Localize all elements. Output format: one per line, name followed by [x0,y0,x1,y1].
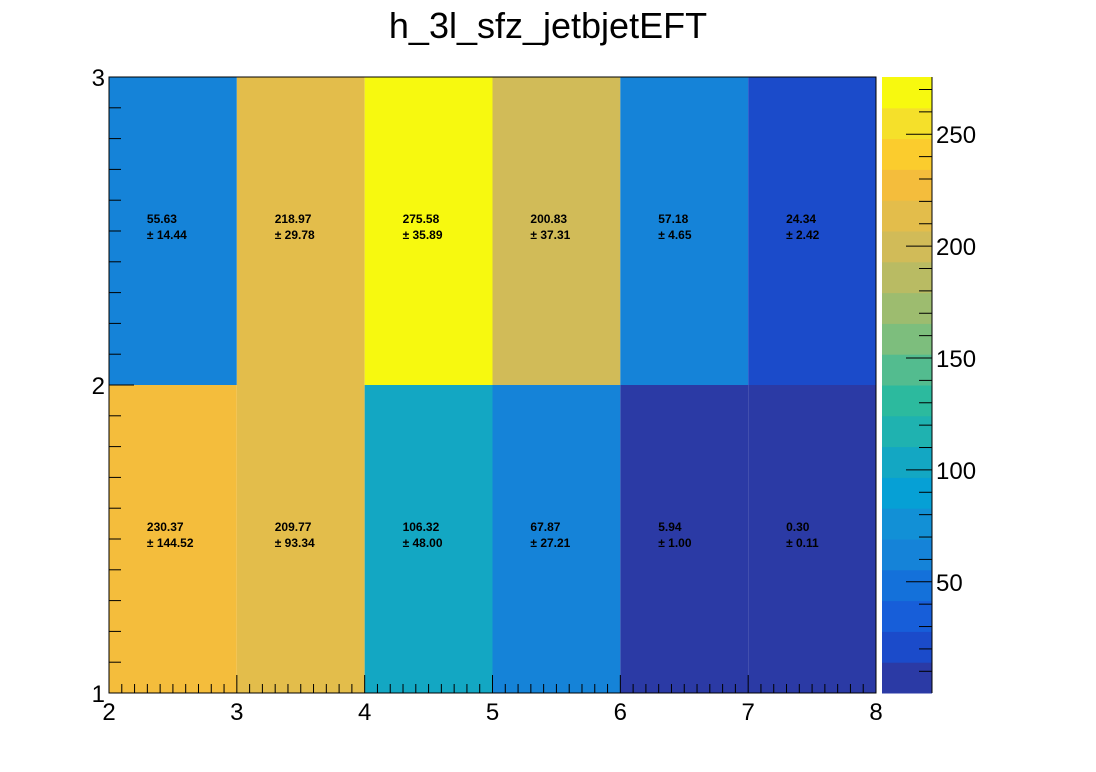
y-tick-label: 2 [92,373,105,400]
cell-value-label: 67.87 [530,520,560,534]
colorbar-band [882,292,932,324]
cell-error-label: ± 4.65 [658,228,692,242]
cell-error-label: ± 93.34 [275,536,315,550]
cell-error-label: ± 1.00 [658,536,692,550]
cell-value-label: 230.37 [147,520,184,534]
cell-value-label: 57.18 [658,212,688,226]
heatmap-cell [620,77,749,385]
colorbar-tick-label: 150 [936,346,976,373]
colorbar-band [882,385,932,417]
heatmap-cell [492,385,621,693]
colorbar-band [882,539,932,571]
colorbar-band [882,77,932,109]
colorbar-band [882,231,932,263]
cell-error-label: ± 2.42 [786,228,820,242]
cell-error-label: ± 144.52 [147,536,194,550]
colorbar-band [882,200,932,232]
cell-value-label: 24.34 [786,212,816,226]
cell-error-label: ± 0.11 [786,536,819,550]
colorbar-band [882,662,932,694]
cell-error-label: ± 29.78 [275,228,315,242]
x-tick-label: 3 [230,699,243,726]
cell-labels: 230.37 ± 144.52 209.77 ± 93.34 106.32 ± 48.00… [147,212,820,550]
cell-value-label: 0.30 [786,520,810,534]
colorbar-band [882,415,932,448]
heatmap-cell [364,385,493,693]
cell-value-label: 5.94 [658,520,682,534]
cell-value-label: 55.63 [147,212,177,226]
cell-error-label: ± 48.00 [403,536,443,550]
cell-value-label: 218.97 [275,212,312,226]
cell-value-label: 275.58 [403,212,440,226]
x-tick-label: 2 [102,699,115,726]
x-tick-label: 7 [741,699,754,726]
heatmap-cell [109,385,237,693]
colorbar-band [882,477,932,509]
y-tick-label: 1 [92,681,105,708]
chart-title: h_3l_sfz_jetbjetEFT [389,5,707,46]
colorbar-tick-label: 50 [936,570,963,597]
colorbar-band [882,631,932,663]
cell-value-label: 200.83 [530,212,567,226]
colorbar-band [882,261,932,294]
y-axis: 1 2 3 [92,65,134,708]
x-tick-label: 6 [614,699,627,726]
colorbar-band [882,446,932,478]
cell-error-label: ± 14.44 [147,228,187,242]
colorbar-tick-label: 200 [936,234,976,261]
heatmap-cell [748,77,876,385]
x-tick-label: 4 [358,699,371,726]
colorbar-band [882,138,932,170]
x-axis: 2 3 4 5 6 7 8 [102,675,883,726]
colorbar-band [882,508,932,540]
colorbar-band [882,169,932,201]
y-tick-label: 3 [92,65,105,92]
colorbar-band [882,600,932,632]
heatmap-cell [236,385,365,693]
colorbar-tick-label: 250 [936,122,976,149]
x-tick-label: 8 [869,699,882,726]
colorbar-tick-label: 100 [936,458,976,485]
heatmap-cell [364,77,493,385]
cell-error-label: ± 27.21 [530,536,570,550]
colorbar-band [882,323,932,355]
colorbar: 50 100 150 200 250 [882,77,976,694]
cell-error-label: ± 37.31 [530,228,570,242]
cell-error-label: ± 35.89 [403,228,443,242]
heatmap-cell [109,77,237,385]
heatmap-cell [620,385,749,693]
heatmap-cell [748,385,876,693]
cell-value-label: 209.77 [275,520,312,534]
x-tick-label: 5 [486,699,499,726]
colorbar-band [882,569,932,602]
heatmap-cell [236,77,365,385]
heatmap-cell [492,77,621,385]
heatmap-cells [109,77,876,693]
cell-value-label: 106.32 [403,520,440,534]
